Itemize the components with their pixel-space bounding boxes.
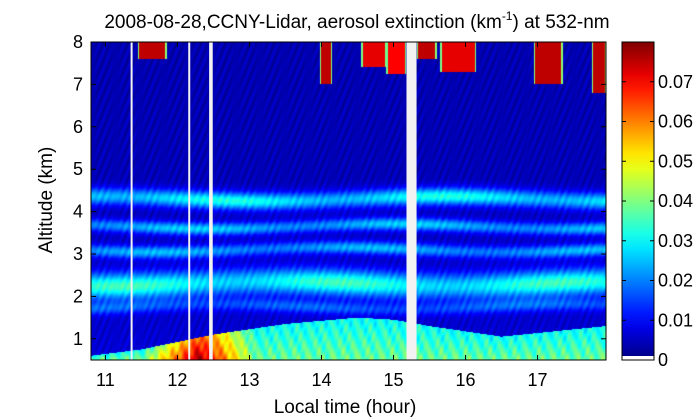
heatmap [91, 42, 606, 360]
colorbar-tick-label: 0.05 [658, 151, 693, 171]
colorbar: 0 0.01 0.02 0.03 0.04 0.05 0.06 0.07 [621, 41, 693, 370]
y-tick-label: 8 [73, 32, 83, 52]
x-axis: 11 12 13 14 15 16 17 [96, 42, 548, 390]
colorbar-tick-label: 0 [658, 350, 668, 370]
x-tick-label: 13 [239, 370, 259, 390]
data-gap [209, 42, 213, 360]
y-tick-label: 3 [73, 244, 83, 264]
data-gap [406, 42, 417, 360]
x-tick-label: 12 [167, 370, 187, 390]
x-tick-label: 15 [384, 370, 404, 390]
y-tick-label: 7 [73, 74, 83, 94]
data-gap [130, 42, 133, 360]
y-tick-label: 1 [73, 329, 83, 349]
y-axis: 1 2 3 4 5 6 7 8 [73, 32, 606, 349]
colorbar-tick-label: 0.03 [658, 231, 693, 251]
colorbar-zero-band [622, 356, 654, 360]
plot-border [90, 41, 607, 361]
colorbar-fill [622, 42, 654, 360]
heatmap-image [91, 42, 606, 360]
y-tick-label: 5 [73, 159, 83, 179]
x-tick-label: 16 [456, 370, 476, 390]
colorbar-tick-label: 0.01 [658, 310, 693, 330]
y-tick-label: 2 [73, 286, 83, 306]
colorbar-tick-label: 0.06 [658, 112, 693, 132]
colorbar-tick-label: 0.02 [658, 271, 693, 291]
data-gap [188, 42, 191, 360]
x-tick-label: 11 [96, 370, 115, 390]
chart-title-suffix: ) at 532-nm [512, 12, 609, 33]
x-tick-label: 14 [311, 370, 331, 390]
y-tick-label: 6 [73, 117, 83, 137]
chart-title-prefix: 2008-08-28,CCNY-Lidar, aerosol extinctio… [104, 12, 501, 33]
chart-title-superscript: -1 [502, 9, 513, 23]
x-axis-label: Local time (hour) [274, 397, 417, 418]
y-tick-label: 4 [73, 202, 83, 222]
plot-frame [90, 41, 607, 361]
colorbar-tick-label: 0.07 [658, 72, 693, 92]
x-tick-label: 17 [528, 370, 548, 390]
colorbar-tick-label: 0.04 [658, 191, 693, 211]
chart-title: 2008-08-28,CCNY-Lidar, aerosol extinctio… [104, 9, 609, 33]
y-axis-label: Altitude (km) [36, 147, 57, 254]
